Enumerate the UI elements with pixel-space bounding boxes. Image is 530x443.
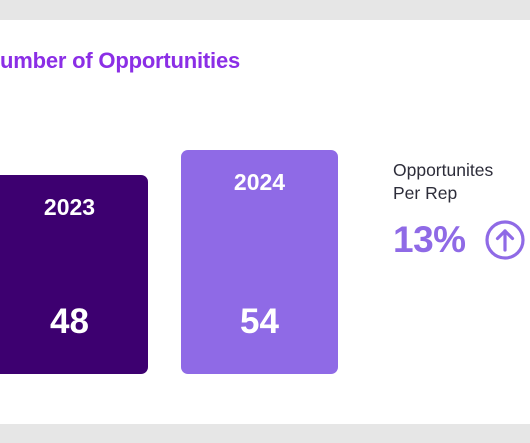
arrow-up-circle-icon (485, 220, 525, 260)
kpi-percentage: 13% (393, 219, 466, 260)
bar-value-label: 54 (240, 302, 279, 341)
bar-category-label: 2023 (43, 194, 96, 220)
kpi-label-line1: Opportunites (393, 160, 494, 180)
chart-title: umber of Opportunities (0, 48, 241, 73)
chart-card: umber of Opportunities 2023 48 2024 54 Oppo… (0, 20, 530, 424)
kpi-label-line2: Per Rep (393, 183, 458, 203)
bar-value-label: 48 (50, 302, 89, 341)
bar-2024: 2024 54 (181, 150, 338, 374)
bar-2023: 2023 48 (0, 175, 148, 374)
kpi-label: Opportunites Per Rep (393, 159, 493, 205)
bar-category-label: 2024 (233, 169, 286, 195)
